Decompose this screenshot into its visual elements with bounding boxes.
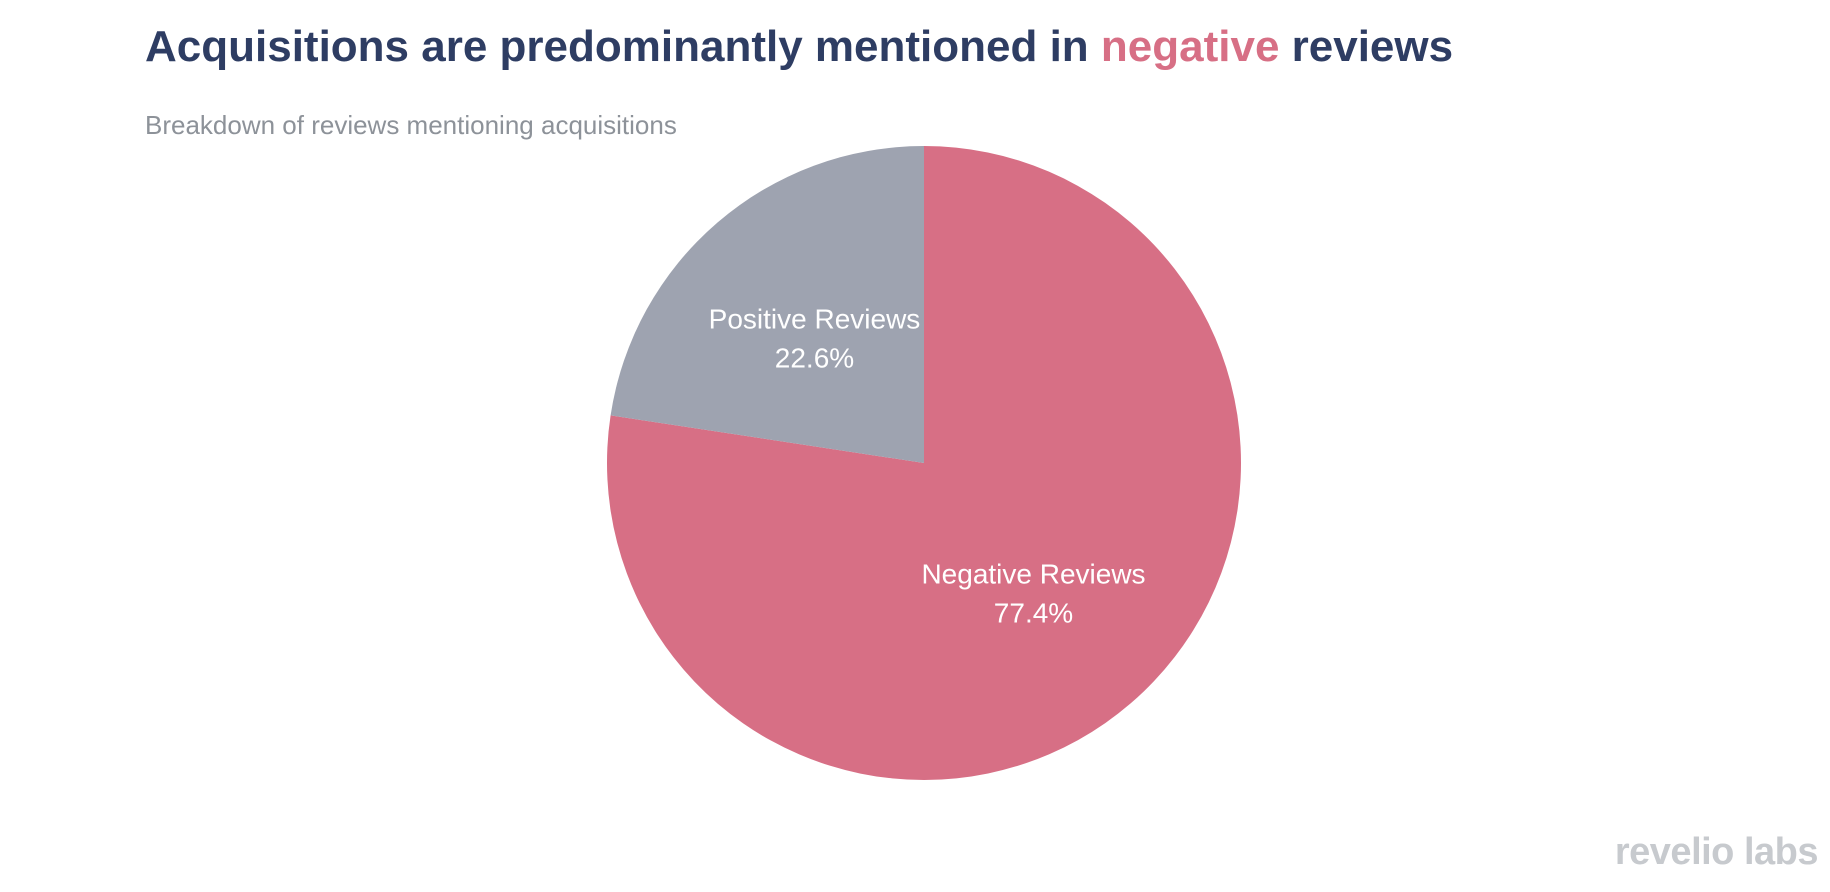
slice-label-positive-reviews: Positive Reviews: [709, 304, 921, 335]
slice-value-positive-reviews: 22.6%: [775, 343, 854, 374]
chart-title: Acquisitions are predominantly mentioned…: [145, 22, 1453, 72]
title-highlight: negative: [1100, 22, 1280, 71]
revelio-labs-logo: revelio labs: [1614, 831, 1819, 873]
title-text-before: Acquisitions are predominantly mentioned…: [145, 22, 1101, 71]
pie-slice-positive-reviews: [610, 146, 924, 463]
title-text-after: reviews: [1279, 22, 1454, 71]
chart-subtitle: Breakdown of reviews mentioning acquisit…: [145, 110, 677, 140]
slice-label-negative-reviews: Negative Reviews: [921, 558, 1145, 589]
slice-value-negative-reviews: 77.4%: [994, 597, 1073, 628]
pie-slice-negative-reviews: [607, 146, 1242, 780]
